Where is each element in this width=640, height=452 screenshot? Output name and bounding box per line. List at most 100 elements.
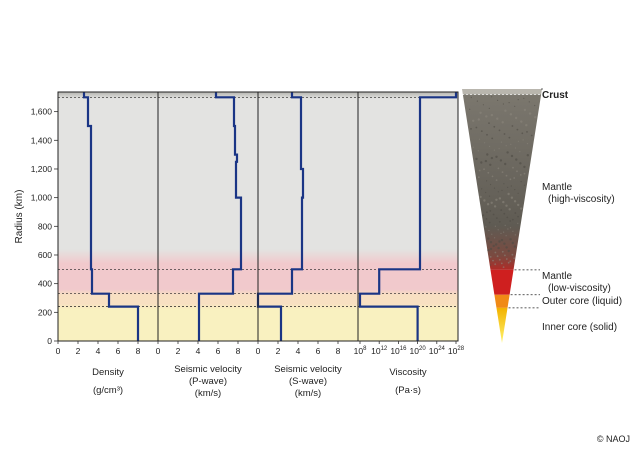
mantle-texture-speckle [477,150,479,152]
x-tick-label: 4 [196,346,201,356]
mantle-texture-speckle [513,200,517,203]
mantle-texture-speckle [508,136,511,139]
x-tick-label: 1016 [390,346,407,356]
mantle-texture-speckle [514,234,516,236]
mantle-texture-speckle [505,235,507,237]
mantle-texture-speckle [485,226,487,228]
y-tick-label: 1,600 [31,107,53,117]
mantle-texture-speckle [523,97,525,99]
mantle-texture-speckle [506,216,509,219]
mantle-texture-speckle [469,108,471,110]
mantle-texture-speckle [513,245,516,248]
mantle-texture-speckle [522,139,524,141]
mantle-texture-speckle [503,133,506,135]
copyright-notice: © NAOJ [597,434,630,444]
mantle-texture-speckle [500,141,502,143]
x-tick-label: 4 [96,346,101,356]
mantle-texture-speckle [526,154,529,157]
cone-layer-outer-core [494,294,510,308]
mantle-texture-speckle [493,187,496,189]
mantle-texture-speckle [516,128,519,131]
panel-title-line: (g/cm³) [93,385,123,396]
mantle-texture-speckle [497,229,499,231]
mantle-texture-speckle [503,242,506,245]
mantle-texture-speckle [528,101,530,103]
mantle-texture-speckle [498,220,501,223]
x-tick-base: 10 [390,346,400,356]
mantle-texture-speckle [480,161,483,164]
mantle-texture-speckle [501,250,504,253]
mantle-texture-speckle [493,149,495,151]
mantle-texture-speckle [502,200,505,204]
mantle-texture-speckle [479,111,482,115]
mantle-texture-speckle [504,162,507,166]
mantle-texture-speckle [489,247,493,251]
mantle-texture-speckle [514,212,517,214]
chart-panel-3: 0 2 4 6 8 Seismic velocity(S-wave)(km/s) [256,91,359,399]
mantle-texture-speckle [484,159,488,163]
mantle-texture-speckle [488,107,490,109]
x-tick-label: 8 [136,346,141,356]
x-tick-exponent: 8 [363,346,367,352]
mantle-texture-speckle [503,212,506,215]
mantle-texture-speckle [489,163,492,166]
mantle-texture-speckle [519,174,522,176]
mantle-texture-speckle [506,151,509,154]
x-tick-label: 8 [236,346,241,356]
mantle-texture-speckle [500,238,504,242]
mantle-texture-speckle [483,199,486,202]
layer-labels: CrustMantle(high-viscosity)Mantle(low-vi… [508,88,622,333]
chart-panel-2: 0 2 4 6 8 Seismic velocity(P-wave)(km/s) [156,91,259,399]
mantle-texture-speckle [502,103,504,105]
y-tick-label: 1,400 [31,135,53,145]
mantle-texture-speckle [491,175,494,178]
mantle-texture-speckle [478,169,481,172]
mantle-texture-speckle [488,122,490,124]
mantle-texture-speckle [519,151,521,153]
mantle-texture-speckle [482,104,484,106]
mantle-texture-speckle [503,183,505,185]
mantle-texture-speckle [498,129,501,132]
mantle-texture-speckle [504,254,506,257]
x-tick-label: 1024 [429,346,446,356]
mantle-texture-speckle [477,118,480,121]
mantle-texture-speckle [470,96,472,99]
panel-title-line: (P-wave) [189,376,227,387]
mantle-texture-speckle [490,113,494,117]
mantle-texture-speckle [489,210,492,212]
x-tick-label: 1028 [448,346,465,356]
mantle-texture-speckle [488,221,491,224]
mantle-texture-speckle [514,147,517,149]
mantle-texture-speckle [476,100,478,102]
mantle-texture-speckle [495,217,498,220]
layer-label-outer-core: Outer core (liquid) [542,296,622,307]
x-tick-label: 2 [76,346,81,356]
x-tick-base: 10 [448,346,458,356]
mantle-texture-speckle [510,185,512,187]
mantle-texture-speckle [494,251,497,254]
mantle-texture-speckle [483,168,485,171]
mantle-texture-speckle [495,155,498,158]
mantle-texture-speckle [497,99,499,101]
mantle-texture-speckle [499,159,503,162]
mantle-texture-speckle [497,191,499,193]
mantle-texture-speckle [470,127,472,130]
mantle-texture-speckle [517,222,519,224]
mantle-texture-speckle [495,243,498,246]
mantle-texture-speckle [486,203,490,206]
x-tick-base: 10 [371,346,381,356]
mantle-texture-speckle [498,240,501,243]
x-tick-label: 6 [116,346,121,356]
mantle-texture-speckle [523,172,526,175]
layer-label-mantle-low: Mantle [542,271,572,282]
x-tick-label: 2 [176,346,181,356]
series-line [358,92,458,341]
mantle-texture-speckle [513,257,516,260]
mantle-texture-speckle [475,126,478,129]
y-tick-label: 0 [47,336,52,346]
mantle-texture-speckle [507,186,509,188]
mantle-texture-speckle [512,166,514,169]
layer-label-crust: Crust [542,90,569,101]
mantle-texture-speckle [525,124,528,127]
